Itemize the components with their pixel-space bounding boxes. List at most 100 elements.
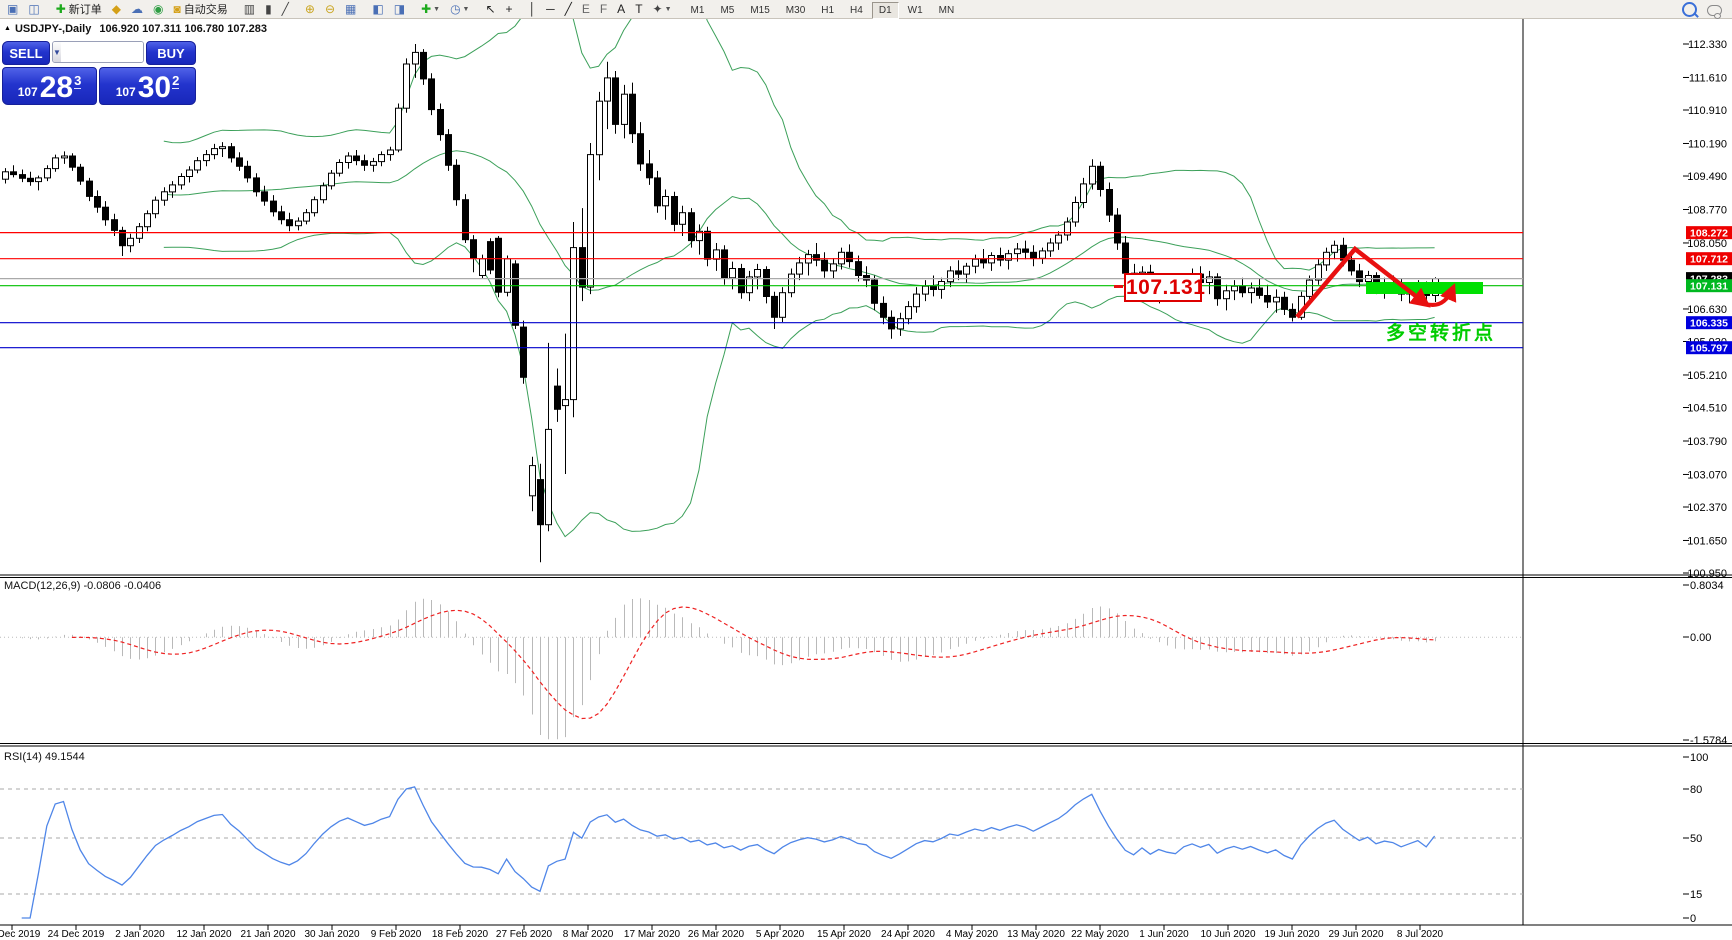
candle [871, 279, 878, 304]
buy-price-button[interactable]: 107 30 2 [99, 67, 196, 105]
candle [629, 93, 636, 135]
fibonacci-button[interactable]: F [596, 0, 611, 19]
svg-text:18 Feb 2020: 18 Feb 2020 [432, 929, 489, 940]
chevron-down-icon: ▼ [433, 5, 441, 13]
sell-button[interactable]: SELL [2, 41, 50, 65]
macd-panel: 0.8034 0.00 -1.5784 [0, 580, 1727, 747]
turning-point-note[interactable]: 多空转折点 [1386, 323, 1497, 344]
new-order-button[interactable]: ✚ 新订单 [52, 0, 106, 19]
macd-label: MACD(12,26,9) -0.0806 -0.0406 [4, 580, 162, 592]
bar-chart-button[interactable]: ▥ [240, 0, 259, 19]
candle [261, 191, 268, 202]
chart-shift-glyph: ◨ [393, 1, 406, 16]
buy-price-big: 30 [137, 71, 172, 104]
terminal-icon[interactable]: ☁ [127, 0, 147, 19]
chart-shift-button[interactable]: ◨ [390, 0, 409, 19]
candle [855, 261, 862, 277]
chat-icon[interactable] [1707, 5, 1722, 19]
chart-window-icon[interactable]: ▣ [3, 0, 22, 19]
svg-text:0.00: 0.00 [1690, 632, 1711, 644]
candle [1047, 242, 1054, 252]
text-label-button[interactable]: T [631, 0, 646, 19]
candle [1273, 296, 1280, 303]
candle [1289, 308, 1296, 318]
volume-input[interactable] [60, 42, 143, 62]
candle [470, 239, 477, 259]
auto-arrange-button[interactable]: ◧ [368, 0, 387, 19]
chart-shift-icon[interactable]: ◆ [108, 0, 125, 19]
candle [654, 177, 661, 207]
chart-shift-icon-glyph: ◆ [111, 1, 121, 16]
svg-text:21 Jan 2020: 21 Jan 2020 [240, 929, 295, 940]
candle [462, 199, 469, 241]
svg-text:108.050: 108.050 [1687, 238, 1727, 250]
candle [846, 251, 853, 263]
svg-text:19 Jun 2020: 19 Jun 2020 [1264, 929, 1319, 940]
timeframe-mn[interactable]: MN [938, 4, 955, 16]
timeframe-d1[interactable]: D1 [871, 1, 899, 19]
candle [303, 212, 310, 222]
trend-arrow[interactable] [1295, 245, 1431, 319]
green-highlight-bar[interactable] [1366, 282, 1483, 294]
bounce-arrow[interactable] [1425, 283, 1457, 307]
horizontal-lines[interactable] [0, 232, 1523, 349]
candle [336, 162, 343, 174]
candle [479, 258, 486, 276]
svg-text:4 May 2020: 4 May 2020 [946, 929, 999, 940]
candle [570, 247, 577, 401]
line-chart-button[interactable]: ╱ [278, 0, 293, 19]
sell-price-button[interactable]: 107 28 3 [2, 67, 98, 105]
candle [61, 155, 68, 159]
candle [612, 77, 619, 125]
arrows-button[interactable]: ✦ ▼ [649, 0, 676, 19]
indicators-button[interactable]: ✚ ▼ [417, 0, 444, 19]
volume-stepper: ▼ ▲ [52, 41, 144, 63]
timeframe-m1[interactable]: M1 [690, 4, 705, 16]
candle [771, 295, 778, 318]
timeframe-h1[interactable]: H1 [821, 4, 835, 16]
candle [754, 269, 761, 278]
buy-button[interactable]: BUY [146, 41, 196, 65]
text-button[interactable]: A [613, 0, 629, 19]
timeframe-m15[interactable]: M15 [750, 4, 770, 16]
candle [412, 51, 419, 65]
candle [679, 212, 686, 225]
equidistant-channel-glyph: E [581, 1, 590, 16]
cursor-button[interactable]: ↖ [481, 0, 499, 19]
timeframe-m30[interactable]: M30 [785, 4, 806, 16]
svg-text:111.610: 111.610 [1689, 72, 1727, 84]
symbol-name: USDJPY-,Daily [14, 23, 92, 35]
candle [1214, 276, 1221, 300]
equidistant-channel-button[interactable]: E [578, 0, 594, 19]
zoom-in-button[interactable]: ⊕ [301, 0, 319, 19]
candlestick-chart-button[interactable]: ▮ [261, 0, 276, 19]
price-box-107.712 [1686, 252, 1732, 266]
strategy-tester-icon[interactable]: ◉ [149, 0, 167, 19]
horizontal-line-button[interactable]: ─ [542, 0, 559, 19]
timeframe-h4[interactable]: H4 [850, 4, 863, 16]
timeframe-m5[interactable]: M5 [720, 4, 735, 16]
rsi-panel: 100 80 50 15 0 [0, 752, 1708, 925]
candle [1264, 295, 1271, 303]
zoom-out-button[interactable]: ⊖ [321, 0, 339, 19]
vertical-line-button[interactable]: │ [525, 0, 541, 19]
text-label-glyph: T [635, 1, 643, 16]
candle [244, 165, 251, 179]
candle [378, 154, 385, 163]
svg-text:110.190: 110.190 [1688, 138, 1727, 150]
timeframe-w1[interactable]: W1 [907, 4, 923, 16]
search-icon[interactable] [1682, 2, 1697, 17]
autotrading-button[interactable]: ◙ 自动交易 [169, 0, 231, 19]
cursor-glyph: ↖ [485, 1, 496, 16]
volume-decrease-button[interactable]: ▼ [53, 42, 61, 62]
tile-windows-button[interactable]: ▦ [341, 0, 360, 19]
crosshair-glyph: + [505, 1, 513, 16]
candle [512, 263, 519, 326]
periods-button[interactable]: ◷ ▼ [446, 0, 473, 19]
candle [1256, 287, 1263, 296]
price-callout[interactable]: 107.131 [1124, 273, 1205, 302]
crosshair-button[interactable]: + [502, 0, 517, 19]
market-watch-icon[interactable]: ◫ [24, 0, 43, 19]
trendline-button[interactable]: ╱ [561, 0, 576, 19]
